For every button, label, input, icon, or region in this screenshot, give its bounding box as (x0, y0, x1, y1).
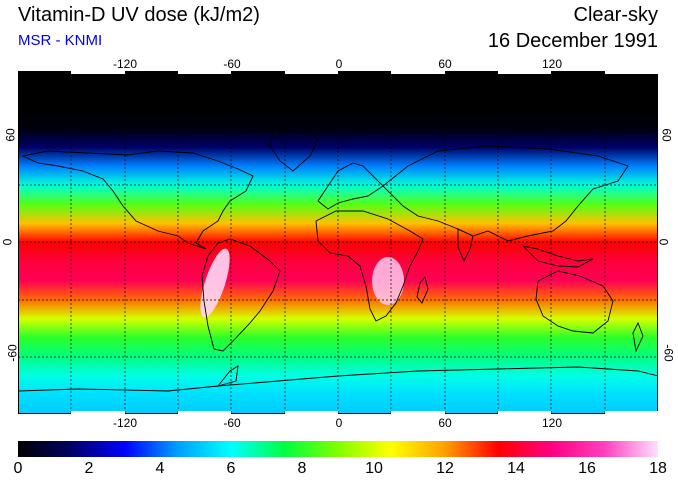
colorbar-label: 6 (226, 460, 236, 477)
lat-tick-right: -60 (661, 344, 676, 362)
colorbar-label: 14 (507, 460, 525, 477)
lon-tick-top: 120 (541, 57, 563, 71)
lon-tick-bottom: 0 (335, 416, 343, 430)
colorbar-label: 4 (155, 460, 165, 477)
coastline-north-america (21, 150, 254, 250)
dose-field (18, 71, 658, 414)
coastline-europe (317, 162, 384, 210)
lat-tick-left: 0 (0, 238, 15, 246)
coastline-greenland (269, 128, 319, 172)
coastline-new-zealand (632, 321, 644, 353)
lon-tick-bottom: -60 (223, 416, 241, 430)
coastline-africa (315, 210, 424, 322)
lat-tick-right: 0 (656, 238, 671, 246)
colorbar-label: 2 (84, 460, 94, 477)
lon-tick-bottom: -120 (112, 416, 138, 430)
colorbar-gradient (18, 441, 658, 457)
lat-tick-left: 60 (3, 128, 18, 142)
date-label: 16 December 1991 (487, 30, 658, 52)
title: Vitamin-D UV dose (kJ/m2) (18, 4, 260, 26)
coastline-australia (535, 270, 614, 334)
lon-tick-bottom: 120 (541, 416, 563, 430)
condition-label: Clear-sky (573, 4, 658, 26)
map-frame (18, 71, 658, 414)
colorbar (18, 441, 658, 457)
colorbar-label: 16 (578, 460, 596, 477)
colorbar-label: 10 (365, 460, 383, 477)
colorbar-label: 0 (13, 460, 23, 477)
hotspot-southern-africa (372, 257, 404, 305)
coastline-madagascar (416, 276, 429, 304)
colorbar-label: 8 (297, 460, 307, 477)
coastline-indian-peninsula (457, 228, 474, 263)
lon-tick-top: 60 (438, 57, 452, 71)
colorbar-label: 18 (649, 460, 667, 477)
lon-tick-top: -60 (223, 57, 241, 71)
coastline-antarctic-peninsula (216, 365, 239, 387)
source-label: MSR - KNMI (18, 32, 103, 49)
colorbar-label: 12 (436, 460, 454, 477)
lat-tick-right: 60 (659, 128, 674, 142)
coastline-southeast-asia-islands (521, 245, 594, 268)
graticule (18, 71, 658, 414)
coastline-south-america (201, 238, 281, 352)
lon-tick-bottom: 60 (438, 416, 452, 430)
uv-dose-map (18, 71, 658, 414)
lon-tick-top: -120 (112, 57, 138, 71)
lon-tick-top: 0 (335, 57, 343, 71)
